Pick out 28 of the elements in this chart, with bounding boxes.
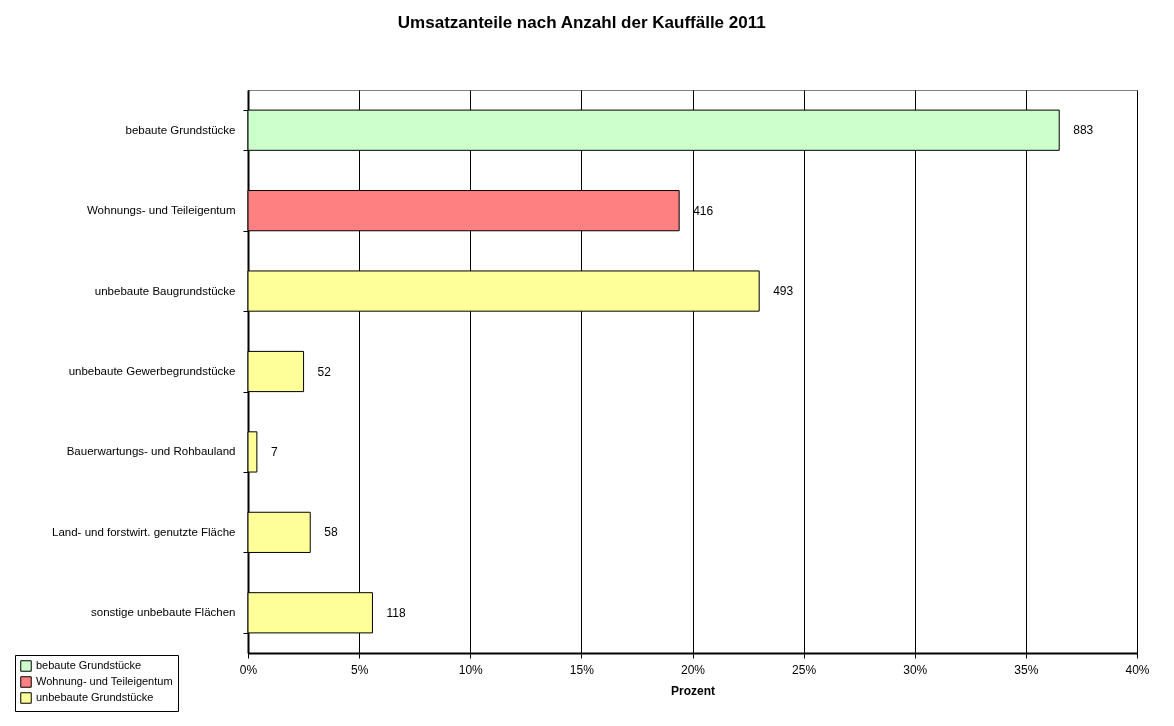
x-tick-label: 35% xyxy=(1014,662,1039,677)
annotation: 7 xyxy=(270,444,278,459)
annotation: 883 xyxy=(1073,123,1094,138)
annotation: 58 xyxy=(324,525,338,540)
y-tick-label: Land- und forstwirt. genutzte Fläche xyxy=(52,525,236,538)
annotation: 493 xyxy=(773,284,794,299)
y-tick-label: unbebaute Baugrundstücke xyxy=(94,284,236,297)
y-tick-label: unbebaute Gewerbegrundstücke xyxy=(68,365,236,377)
legend-label: bebaute Grundstücke xyxy=(36,659,142,671)
y-tick-label: Wohnungs- und Teileigentum xyxy=(86,204,236,217)
x-tick-label: 40% xyxy=(1125,662,1150,677)
annotation: 416 xyxy=(693,203,714,218)
x-tick-label: 20% xyxy=(680,662,706,677)
x-axis-title: Prozent xyxy=(670,683,716,698)
annotation: 52 xyxy=(317,364,332,379)
x-tick-label: 15% xyxy=(569,662,595,677)
y-tick-label: bebaute Grundstücke xyxy=(125,123,236,136)
y-tick-label: Bauerwartungs- und Rohbauland xyxy=(66,445,236,458)
legend-label: Wohnung- und Teileigentum xyxy=(36,675,173,687)
annotation: 118 xyxy=(386,605,406,620)
chart-title: Umsatzanteile nach Anzahl der Kauffälle 2011 xyxy=(397,13,766,32)
x-tick-label: 30% xyxy=(903,662,928,677)
x-tick-label: 10% xyxy=(458,662,484,677)
x-tick-label: 5% xyxy=(350,662,369,677)
legend-label: unbebaute Grundstücke xyxy=(36,691,154,703)
y-tick-label: sonstige unbebaute Flächen xyxy=(91,606,236,619)
x-tick-label: 25% xyxy=(792,662,817,677)
x-tick-label: 0% xyxy=(239,662,258,677)
